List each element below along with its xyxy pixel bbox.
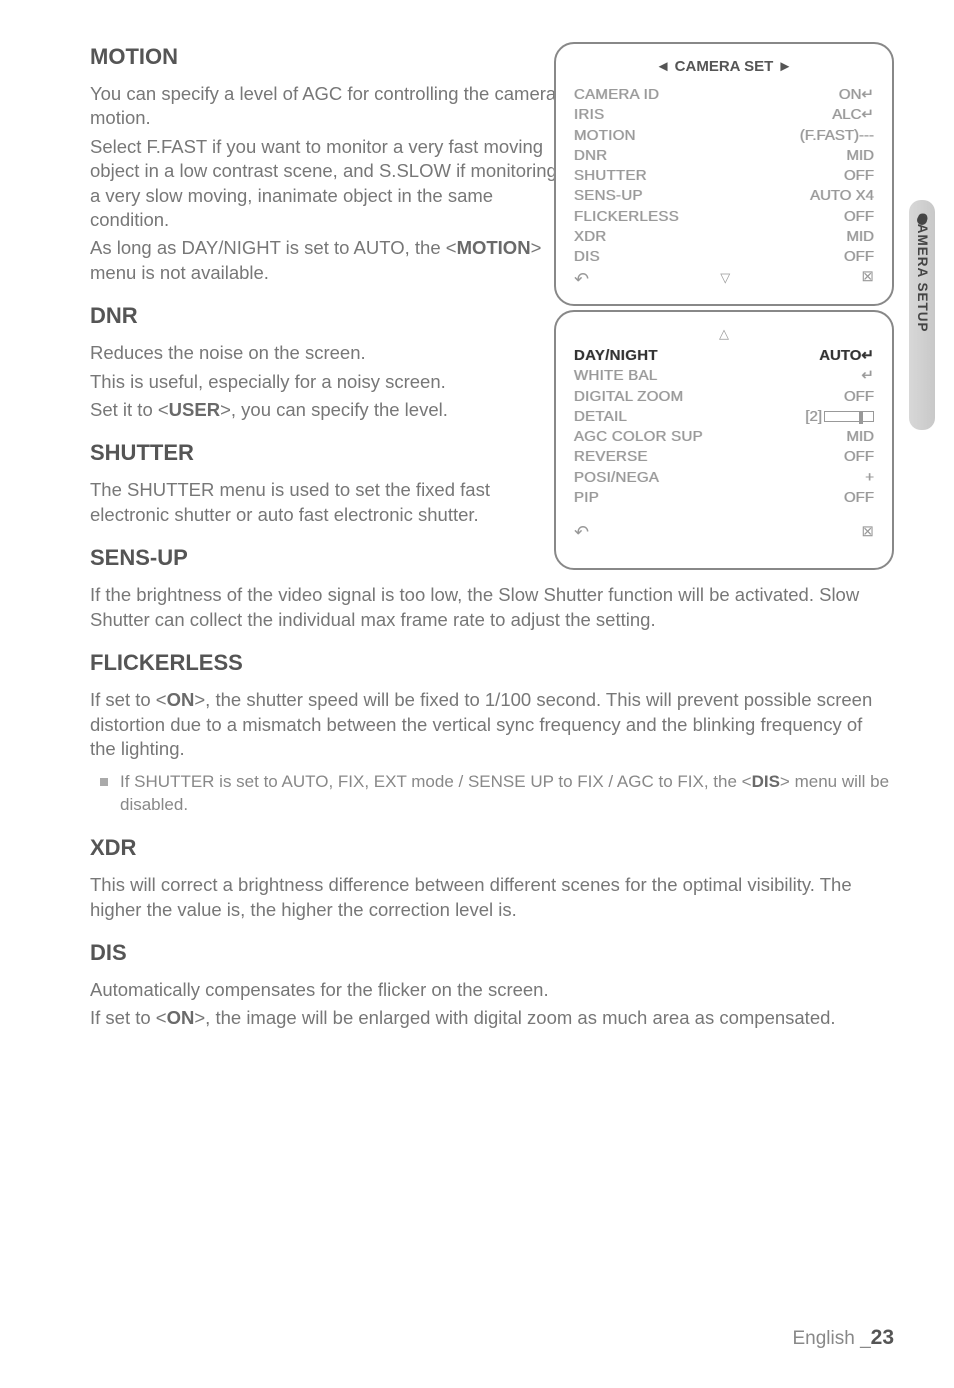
osd1-key: CAMERA ID: [574, 85, 659, 105]
dnr-text1: Reduces the noise on the screen.: [90, 341, 560, 365]
osd-camera-set-2: △ DAY/NIGHT AUTO↵ WHITE BAL ↵ DIGITAL ZOOM…: [554, 310, 894, 570]
osd2-row: PIP OFF: [574, 488, 874, 508]
bullet-icon: [100, 778, 108, 786]
osd2-row: WHITE BAL ↵: [574, 366, 874, 386]
osd2-key: PIP: [574, 488, 599, 508]
osd1-row: DNR MID: [574, 146, 874, 166]
dis-text2b: ON: [167, 1007, 195, 1028]
osd2-key: REVERSE: [574, 447, 648, 467]
osd2-val: OFF: [844, 387, 874, 407]
osd2-row: AGC COLOR SUP MID: [574, 427, 874, 447]
flickerless-bullet-a: If SHUTTER is set to AUTO, FIX, EXT mode…: [120, 772, 752, 791]
flickerless-text1: If set to <ON>, the shutter speed will b…: [90, 688, 890, 761]
up-arrow-icon: △: [574, 326, 874, 342]
down-arrow-icon: ▽: [589, 269, 861, 291]
osd1-row: SHUTTER OFF: [574, 166, 874, 186]
osd2-row: DETAIL [2]: [574, 407, 874, 427]
osd1-key: SENS-UP: [574, 186, 643, 206]
osd1-key: DNR: [574, 146, 607, 166]
osd1-val: ON↵: [839, 85, 874, 105]
osd1-key: MOTION: [574, 126, 636, 146]
osd1-key: FLICKERLESS: [574, 207, 679, 227]
osd2-val: OFF: [844, 488, 874, 508]
osd1-row: DIS OFF: [574, 247, 874, 267]
close-icon: ⊠: [861, 267, 874, 291]
shutter-text: The SHUTTER menu is used to set the fixe…: [90, 478, 560, 527]
flickerless-bullet-text: If SHUTTER is set to AUTO, FIX, EXT mode…: [120, 771, 890, 817]
back-icon: ↶: [574, 522, 589, 543]
osd1-val: OFF: [844, 207, 874, 227]
motion-text2: Select F.FAST if you want to monitor a v…: [90, 135, 560, 233]
close-icon: ⊠: [861, 522, 874, 543]
osd1-row: CAMERA ID ON↵: [574, 85, 874, 105]
flickerless-text1c: >, the shutter speed will be fixed to 1/…: [90, 689, 872, 759]
osd1-row: IRIS ALC↵: [574, 105, 874, 125]
osd1-val: (F.FAST)---: [800, 126, 874, 146]
dis-text2: If set to <ON>, the image will be enlarg…: [90, 1006, 890, 1030]
osd2-key: DIGITAL ZOOM: [574, 387, 683, 407]
flickerless-bullet-b: DIS: [752, 772, 780, 791]
motion-text3: As long as DAY/NIGHT is set to AUTO, the…: [90, 236, 560, 285]
osd1-val: OFF: [844, 166, 874, 186]
osd2-row: POSI/NEGA +: [574, 468, 874, 488]
osd2-key: DAY/NIGHT: [574, 346, 658, 366]
xdr-text: This will correct a brightness differenc…: [90, 873, 890, 922]
osd1-row: SENS-UP AUTO X4: [574, 186, 874, 206]
osd1-title: ◄ CAMERA SET ►: [574, 58, 874, 75]
osd-camera-set-1: ◄ CAMERA SET ► CAMERA ID ON↵ IRIS ALC↵ MOT…: [554, 42, 894, 306]
footer-lang: English _: [792, 1328, 870, 1349]
flickerless-bullet: If SHUTTER is set to AUTO, FIX, EXT mode…: [100, 771, 890, 817]
osd1-val: ALC↵: [832, 105, 874, 125]
osd1-val: MID: [847, 146, 875, 166]
heading-flickerless: FLICKERLESS: [90, 650, 894, 676]
dis-text2a: If set to <: [90, 1007, 167, 1028]
osd2-key: AGC COLOR SUP: [574, 427, 703, 447]
footer-page: 23: [871, 1326, 894, 1349]
osd2-row: DAY/NIGHT AUTO↵: [574, 346, 874, 366]
dnr-text3c: >, you can specify the level.: [220, 399, 448, 420]
osd2-val: OFF: [844, 447, 874, 467]
osd2-val: +: [865, 468, 874, 488]
osd2-val: ↵: [861, 366, 874, 386]
osd1-row: XDR MID: [574, 227, 874, 247]
osd2-val: AUTO↵: [819, 346, 874, 366]
flickerless-text1a: If set to <: [90, 689, 167, 710]
osd2-row: REVERSE OFF: [574, 447, 874, 467]
heading-dis: DIS: [90, 940, 894, 966]
osd2-val: MID: [847, 427, 875, 447]
osd1-key: SHUTTER: [574, 166, 647, 186]
page-footer: English _23: [792, 1326, 894, 1350]
dnr-text3a: Set it to <: [90, 399, 169, 420]
osd2-key: DETAIL: [574, 407, 627, 427]
slider-icon: [824, 411, 874, 422]
osd1-val: OFF: [844, 247, 874, 267]
sensup-text: If the brightness of the video signal is…: [90, 583, 890, 632]
dnr-text2: This is useful, especially for a noisy s…: [90, 370, 560, 394]
osd1-row: FLICKERLESS OFF: [574, 207, 874, 227]
motion-text3a: As long as DAY/NIGHT is set to AUTO, the…: [90, 237, 457, 258]
detail-value: [2]: [805, 408, 822, 425]
osd1-bottom-row: ↶ ▽ ⊠: [574, 267, 874, 291]
osd2-key: WHITE BAL: [574, 366, 658, 386]
osd1-val: MID: [847, 227, 875, 247]
dnr-text3b: USER: [169, 399, 220, 420]
flickerless-text1b: ON: [167, 689, 195, 710]
motion-text1: You can specify a level of AGC for contr…: [90, 82, 560, 131]
motion-text3b: MOTION: [457, 237, 531, 258]
osd1-val: AUTO X4: [810, 186, 874, 206]
osd2-val: [2]: [805, 407, 874, 427]
osd1-key: XDR: [574, 227, 607, 247]
heading-xdr: XDR: [90, 835, 894, 861]
dnr-text3: Set it to <USER>, you can specify the le…: [90, 398, 560, 422]
osd2-key: POSI/NEGA: [574, 468, 659, 488]
dis-text1: Automatically compensates for the flicke…: [90, 978, 890, 1002]
osd2-bottom-row: ↶ ⊠: [574, 522, 874, 543]
osd1-row: MOTION (F.FAST)---: [574, 126, 874, 146]
osd2-row: DIGITAL ZOOM OFF: [574, 387, 874, 407]
dis-text2c: >, the image will be enlarged with digit…: [194, 1007, 835, 1028]
back-icon: ↶: [574, 267, 589, 291]
osd1-key: IRIS: [574, 105, 604, 125]
osd1-key: DIS: [574, 247, 600, 267]
